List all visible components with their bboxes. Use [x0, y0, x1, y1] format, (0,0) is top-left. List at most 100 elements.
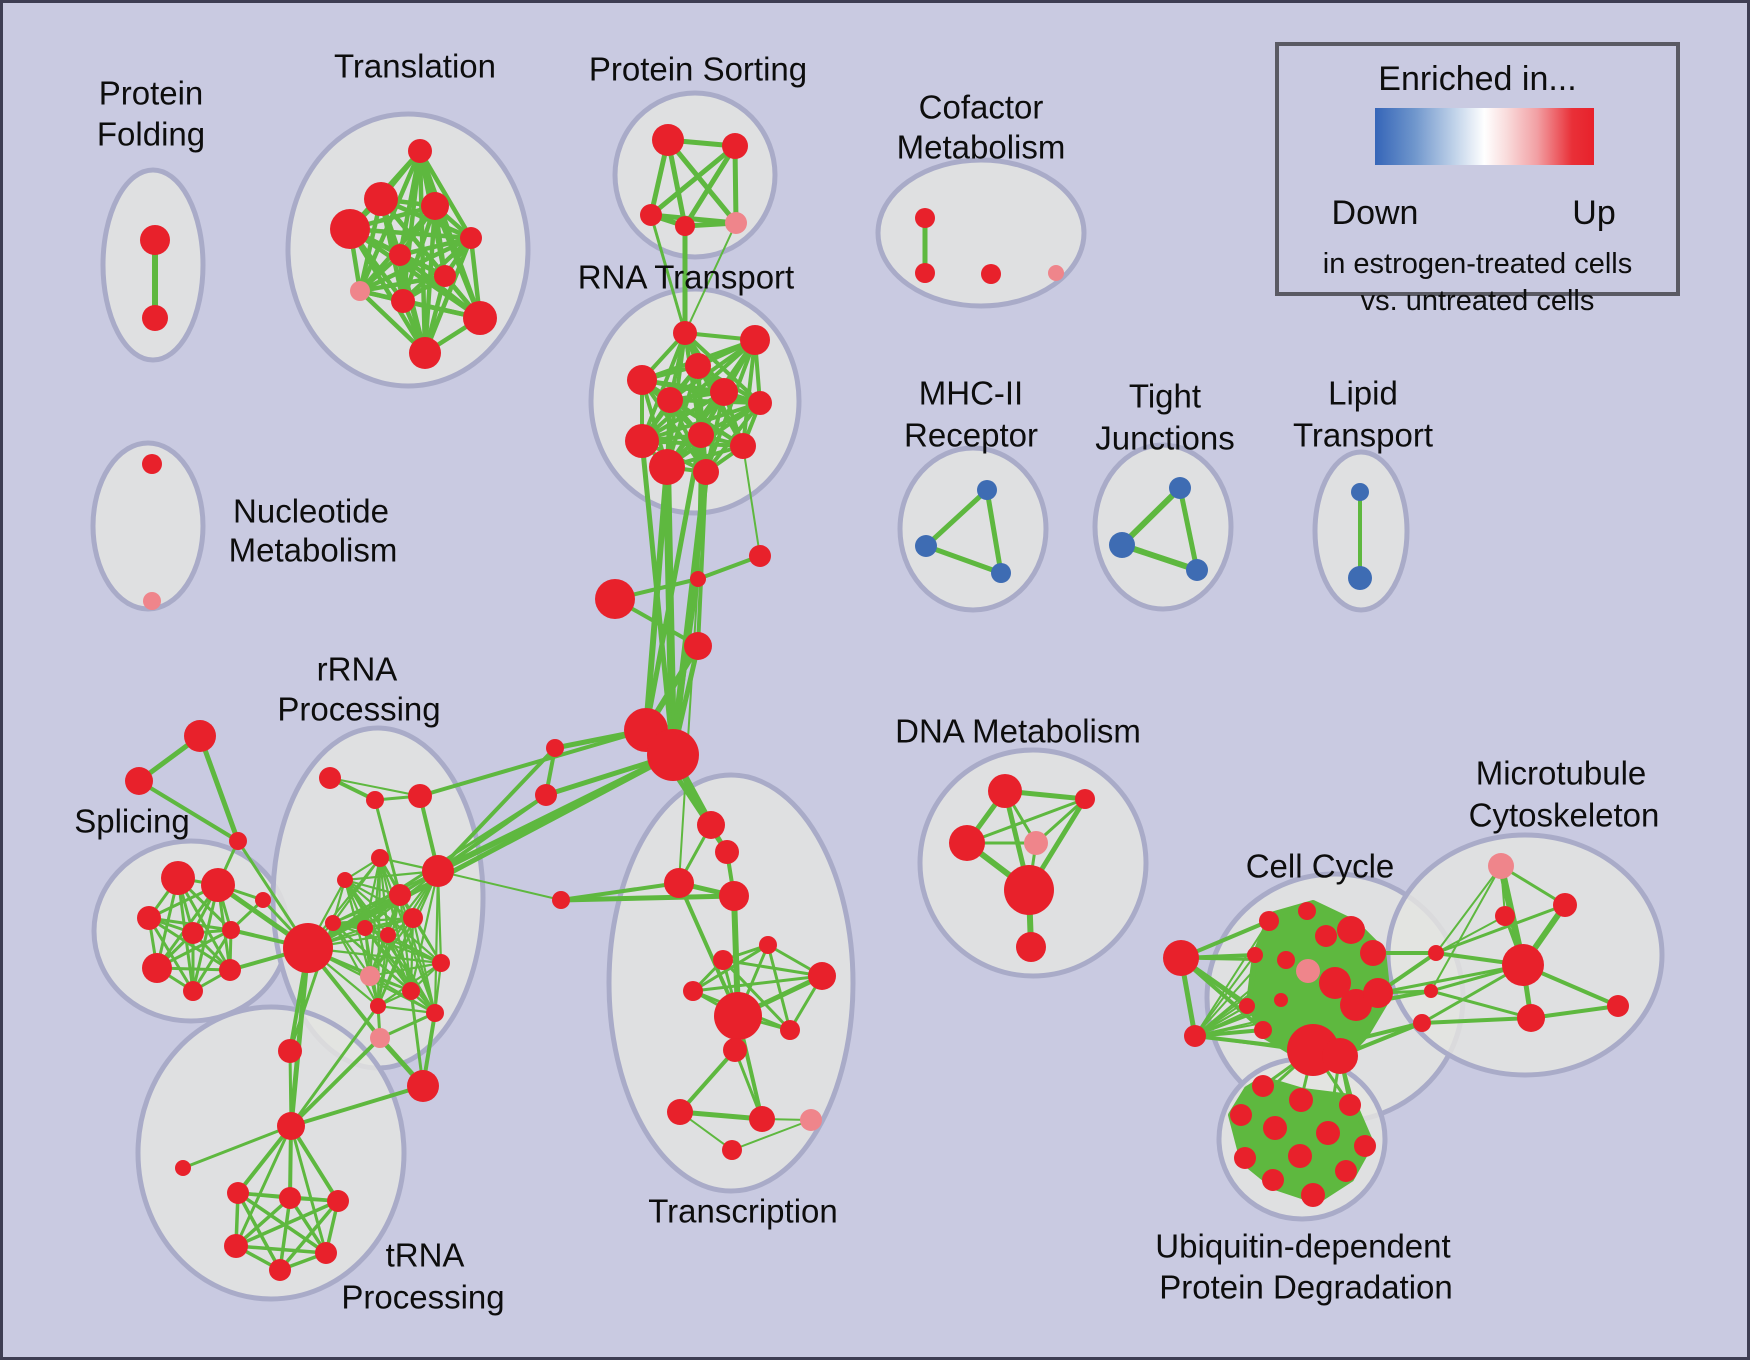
edge: [234, 1199, 340, 1248]
edge: [409, 916, 415, 993]
legend-subtitle-line2: vs. untreated cells: [1360, 285, 1595, 317]
node-TX4: [719, 881, 749, 911]
node-NM2: [143, 592, 161, 610]
node-U5: [1263, 1116, 1287, 1140]
edge: [373, 798, 402, 897]
node-TX13: [667, 1099, 693, 1125]
cluster-label: Folding: [97, 116, 205, 153]
node-U4: [1230, 1104, 1252, 1126]
node-TN5: [315, 1242, 337, 1264]
node-N2: [535, 784, 557, 806]
node-SP1: [161, 861, 195, 895]
edge: [197, 733, 241, 844]
cluster-ellipse-tight-junctions: [1092, 442, 1234, 612]
node-CCL: [1163, 940, 1199, 976]
node-RRB: [407, 1070, 439, 1102]
node-TN6: [269, 1259, 291, 1281]
node-TX10: [714, 992, 762, 1040]
node-RR15: [370, 998, 386, 1014]
edge: [368, 961, 443, 978]
node-TX1: [697, 811, 725, 839]
node-N1: [546, 739, 564, 757]
node-C4: [684, 632, 712, 660]
edge: [1193, 1028, 1265, 1038]
edge: [643, 464, 670, 733]
node-TX6: [759, 936, 777, 954]
edge: [640, 378, 762, 405]
node-CC14: [1184, 1025, 1206, 1047]
node-RR4: [371, 849, 389, 867]
cluster-label: rRNA: [317, 651, 398, 688]
node-CF3: [981, 264, 1001, 284]
node-SP4: [182, 922, 204, 944]
edge: [289, 1124, 340, 1203]
edge: [1376, 963, 1525, 995]
node-MT5: [1517, 1004, 1545, 1032]
edge: [741, 338, 757, 448]
legend-gradient-bar: [1375, 108, 1594, 165]
node-T11: [409, 337, 441, 369]
node-MT3: [1495, 906, 1515, 926]
node-TJ3: [1186, 559, 1208, 581]
node-T9: [391, 289, 415, 313]
edge: [376, 933, 390, 1008]
node-DM1: [988, 774, 1022, 808]
edge: [1177, 485, 1200, 573]
edge: [558, 893, 737, 903]
edge: [343, 878, 413, 993]
node-RT8: [688, 422, 714, 448]
node-T4: [330, 209, 370, 249]
node-TX11: [780, 1020, 800, 1040]
legend-subtitle-line1: in estrogen-treated cells: [1322, 248, 1633, 280]
node-MT6: [1607, 995, 1629, 1017]
node-TJ2: [1109, 532, 1135, 558]
node-CN3: [1413, 1014, 1431, 1032]
node-CC12: [1254, 1021, 1272, 1039]
node-CC6: [1247, 947, 1263, 963]
node-RT9: [625, 424, 659, 458]
node-TX5: [552, 891, 570, 909]
node-U11: [1262, 1169, 1284, 1191]
node-U9: [1288, 1144, 1312, 1168]
node-TX15: [800, 1109, 822, 1131]
cluster-label: Protein Sorting: [589, 51, 807, 88]
node-MT1: [1488, 853, 1514, 879]
cluster-label: Microtubule: [1476, 755, 1647, 792]
node-RR16: [426, 1004, 444, 1022]
node-DM2: [1075, 789, 1095, 809]
node-RT6: [657, 387, 683, 413]
node-CC8: [1296, 959, 1320, 983]
node-DM3: [949, 825, 985, 861]
cluster-label: MHC-II: [919, 375, 1023, 412]
node-DM5: [1004, 865, 1054, 915]
node-RR17: [370, 1028, 390, 1048]
node-CN2: [1424, 984, 1438, 998]
cluster-label: Processing: [277, 691, 440, 728]
node-PF1: [140, 225, 170, 255]
network-canvas: Protein Folding Translation Protein Sorting…: [74, 48, 1665, 1316]
edge: [665, 137, 739, 226]
node-C1: [690, 571, 706, 587]
node-TN4: [224, 1234, 248, 1258]
edge: [671, 577, 700, 757]
edge: [1429, 989, 1533, 1020]
cluster-labels: Protein Folding Translation Protein Sorting…: [74, 48, 1659, 1316]
node-RR14: [432, 954, 450, 972]
node-CF4: [1048, 265, 1064, 281]
legend-title: Enriched in...: [1378, 60, 1577, 98]
node-C2: [749, 545, 771, 567]
edge: [923, 543, 1004, 576]
edge: [1119, 542, 1200, 573]
node-T5: [460, 227, 482, 249]
edge: [1179, 956, 1265, 1032]
node-RR12: [360, 966, 380, 986]
edge: [347, 226, 428, 356]
node-RR10: [380, 927, 396, 943]
edge: [278, 1196, 292, 1272]
node-PS3: [640, 204, 662, 226]
node-CF1: [915, 208, 935, 228]
node-CF2: [915, 263, 935, 283]
edge: [137, 779, 240, 843]
node-CC16: [1322, 1038, 1358, 1074]
node-RR18: [278, 1039, 302, 1063]
